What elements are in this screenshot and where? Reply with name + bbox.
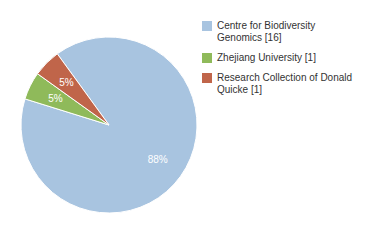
svg-text:88%: 88% — [148, 154, 168, 165]
svg-text:5%: 5% — [59, 77, 74, 88]
html-text:Quicke [1]: Quicke [1] — [217, 84, 262, 95]
svg-text:5%: 5% — [48, 93, 63, 104]
html-text:Zhejiang University [1]: Zhejiang University [1] — [217, 52, 316, 63]
html-text:Genomics [16]: Genomics [16] — [217, 32, 282, 43]
html-text:Research Collection of Donald: Research Collection of Donald — [217, 72, 353, 83]
html-text:Centre for Biodiversity: Centre for Biodiversity — [217, 20, 316, 31]
